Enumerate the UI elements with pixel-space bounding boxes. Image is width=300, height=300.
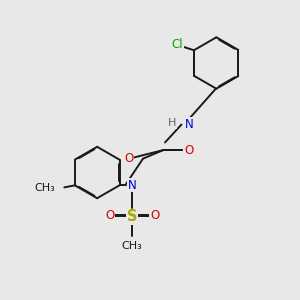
Text: H: H: [168, 118, 176, 128]
Text: N: N: [185, 118, 194, 131]
Text: CH₃: CH₃: [122, 241, 142, 251]
Text: CH₃: CH₃: [34, 183, 55, 193]
Text: O: O: [124, 152, 134, 165]
Text: Cl: Cl: [172, 38, 183, 51]
Text: O: O: [150, 209, 159, 222]
Text: O: O: [184, 143, 194, 157]
Text: S: S: [127, 209, 137, 224]
Text: O: O: [105, 209, 114, 222]
Text: N: N: [128, 179, 136, 192]
